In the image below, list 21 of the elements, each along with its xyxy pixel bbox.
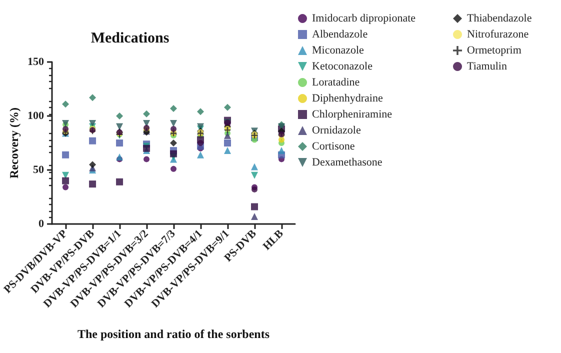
y-tick-label: 100 — [28, 110, 45, 122]
legend-label: Thiabendazole — [467, 12, 532, 24]
y-tick-label: 0 — [38, 218, 45, 230]
legend-label: Chlorpheniramine — [312, 108, 392, 120]
legend-label: Miconazole — [312, 44, 364, 56]
legend-label: Imidocarb dipropionate — [312, 12, 416, 24]
legend-label: Tiamulin — [467, 60, 508, 72]
chart-title: Medications — [90, 30, 170, 46]
x-axis-title: The position and ratio of the sorbents — [78, 327, 270, 341]
legend-label: Ketoconazole — [312, 60, 373, 72]
legend-label: Dexamethasone — [312, 156, 382, 168]
y-axis-title: Recovery (%) — [7, 108, 22, 178]
legend-label: Cortisone — [312, 140, 355, 152]
legend-label: Ornidazole — [312, 124, 361, 136]
y-tick-label: 50 — [33, 164, 45, 176]
legend-label: Ormetoprim — [467, 44, 522, 56]
legend-label: Loratadine — [312, 76, 360, 88]
legend-label: Albendazole — [312, 28, 368, 40]
legend-label: Diphenhydraine — [312, 92, 383, 104]
legend-label: Nitrofurazone — [467, 28, 529, 40]
y-tick-label: 150 — [28, 56, 45, 68]
